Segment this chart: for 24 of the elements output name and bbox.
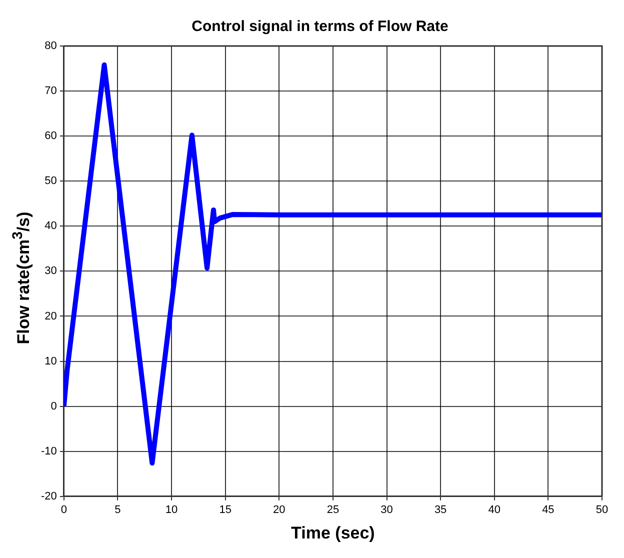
chart-title: Control signal in terms of Flow Rate xyxy=(192,18,448,36)
y-tick-label: -10 xyxy=(40,445,57,458)
y-tick-label: 50 xyxy=(44,175,57,188)
x-tick-label: 35 xyxy=(434,504,447,516)
y-tick-label: 0 xyxy=(50,400,57,412)
y-tick-label: -20 xyxy=(40,490,57,502)
y-tick-label: 70 xyxy=(44,85,57,98)
x-tick-label: 10 xyxy=(165,504,178,516)
x-tick-label: 30 xyxy=(380,504,393,516)
y-tick-label: 40 xyxy=(44,220,57,232)
x-tick-label: 15 xyxy=(219,504,232,516)
x-tick-label: 40 xyxy=(488,504,501,516)
x-tick-label: 45 xyxy=(542,504,554,516)
x-tick-label: 50 xyxy=(596,504,608,516)
y-tick-label: 30 xyxy=(44,265,57,278)
x-tick-label: 0 xyxy=(60,504,67,516)
x-axis-title: Time (sec) xyxy=(291,523,375,542)
y-tick-label: 80 xyxy=(44,40,57,52)
y-tick-label: 10 xyxy=(44,355,57,368)
y-tick-label: 20 xyxy=(44,310,57,322)
x-tick-label: 25 xyxy=(326,504,340,516)
x-tick-label: 20 xyxy=(273,504,286,516)
x-tick-label: 5 xyxy=(114,504,121,516)
y-tick-label: 60 xyxy=(44,130,57,142)
